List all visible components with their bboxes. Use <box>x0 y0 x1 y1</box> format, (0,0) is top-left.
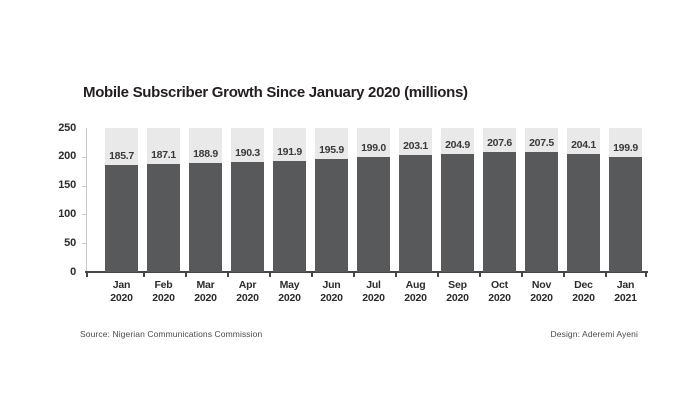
bar-slot: 188.9 <box>189 128 222 272</box>
bar-slot: 195.9 <box>315 128 348 272</box>
bar-slot: 190.3 <box>231 128 264 272</box>
y-axis-label: 200 <box>58 150 76 163</box>
bar-slot: 199.9 <box>609 128 642 272</box>
bar-slot: 199.0 <box>357 128 390 272</box>
x-axis-tick <box>478 273 481 277</box>
bar-value-label: 204.9 <box>445 138 470 151</box>
bar-slot: 207.6 <box>483 128 516 272</box>
x-axis-label: Oct 2020 <box>488 279 511 304</box>
x-axis-tick <box>142 273 145 277</box>
x-axis-tick <box>352 273 355 277</box>
x-axis-tick <box>394 273 397 277</box>
bar-value-label: 199.9 <box>613 141 638 154</box>
y-axis-label: 50 <box>64 236 76 249</box>
bar-value-label: 199.0 <box>361 142 386 155</box>
y-axis-tick <box>82 214 86 216</box>
x-axis-tick <box>268 273 271 277</box>
bar-slot: 204.1 <box>567 128 600 272</box>
bar <box>189 163 222 272</box>
bar-slot: 185.7 <box>105 128 138 272</box>
x-axis-tick <box>604 273 607 277</box>
bar <box>483 152 516 272</box>
bar-value-label: 190.3 <box>235 147 260 160</box>
y-axis-label: 250 <box>58 121 76 134</box>
design-credit: Design: Aderemi Ayeni <box>550 329 638 339</box>
source-credit: Source: Nigerian Communications Commissi… <box>80 329 263 339</box>
x-axis-label: Apr 2020 <box>236 279 259 304</box>
bar-value-label: 191.9 <box>277 146 302 159</box>
bar-slot: 207.5 <box>525 128 558 272</box>
x-axis-label: Sep 2020 <box>446 279 469 304</box>
y-axis-tick <box>82 156 86 158</box>
x-axis-tick <box>226 273 229 277</box>
x-axis-tick <box>184 273 187 277</box>
bar <box>147 164 180 272</box>
bar-value-label: 185.7 <box>109 150 134 163</box>
bar-value-label: 207.5 <box>529 137 554 150</box>
bar <box>273 161 306 272</box>
bar-slot: 203.1 <box>399 128 432 272</box>
x-axis-label: Feb 2020 <box>152 279 175 304</box>
bar-value-label: 207.6 <box>487 137 512 150</box>
x-axis-label: Mar 2020 <box>194 279 217 304</box>
x-axis-label: Jan 2020 <box>110 279 133 304</box>
bar-slot: 191.9 <box>273 128 306 272</box>
bar <box>105 165 138 272</box>
x-axis-label: Aug 2020 <box>404 279 427 304</box>
y-axis-tick <box>82 243 86 245</box>
chart-title: Mobile Subscriber Growth Since January 2… <box>83 84 468 101</box>
bar <box>231 162 264 272</box>
bar-value-label: 203.1 <box>403 140 428 153</box>
x-axis-label: Jun 2020 <box>320 279 343 304</box>
bar <box>609 156 642 272</box>
y-axis-tick <box>82 185 86 187</box>
bar <box>525 152 558 272</box>
x-axis-tick <box>436 273 439 277</box>
y-axis-label: 0 <box>70 265 76 278</box>
bar <box>441 153 474 272</box>
bar-value-label: 195.9 <box>319 144 344 157</box>
x-axis-tick <box>520 273 523 277</box>
y-axis-label: 100 <box>58 207 76 220</box>
x-axis-tick <box>645 273 647 277</box>
bar <box>357 157 390 272</box>
x-axis-baseline <box>85 271 648 273</box>
bar <box>315 159 348 272</box>
x-axis-label: Jul 2020 <box>362 279 385 304</box>
x-axis-label: Dec 2020 <box>572 279 595 304</box>
x-axis-tick <box>86 273 88 277</box>
x-axis-tick <box>562 273 565 277</box>
x-axis-label: Jan 2021 <box>614 279 637 304</box>
x-axis-tick <box>310 273 313 277</box>
y-axis-label: 150 <box>58 179 76 192</box>
bar-slot: 204.9 <box>441 128 474 272</box>
plot-area: 185.7 187.1 188.9 190.3 191.9 195.9 199.0 203.1… <box>86 128 656 272</box>
bar-value-label: 188.9 <box>193 148 218 161</box>
bar-value-label: 187.1 <box>151 149 176 162</box>
y-axis-line <box>86 128 87 272</box>
x-axis-label: Nov 2020 <box>530 279 553 304</box>
x-axis-label: May 2020 <box>278 279 301 304</box>
bar <box>567 154 600 272</box>
bar <box>399 155 432 272</box>
bar-value-label: 204.1 <box>571 139 596 152</box>
bar-slot: 187.1 <box>147 128 180 272</box>
